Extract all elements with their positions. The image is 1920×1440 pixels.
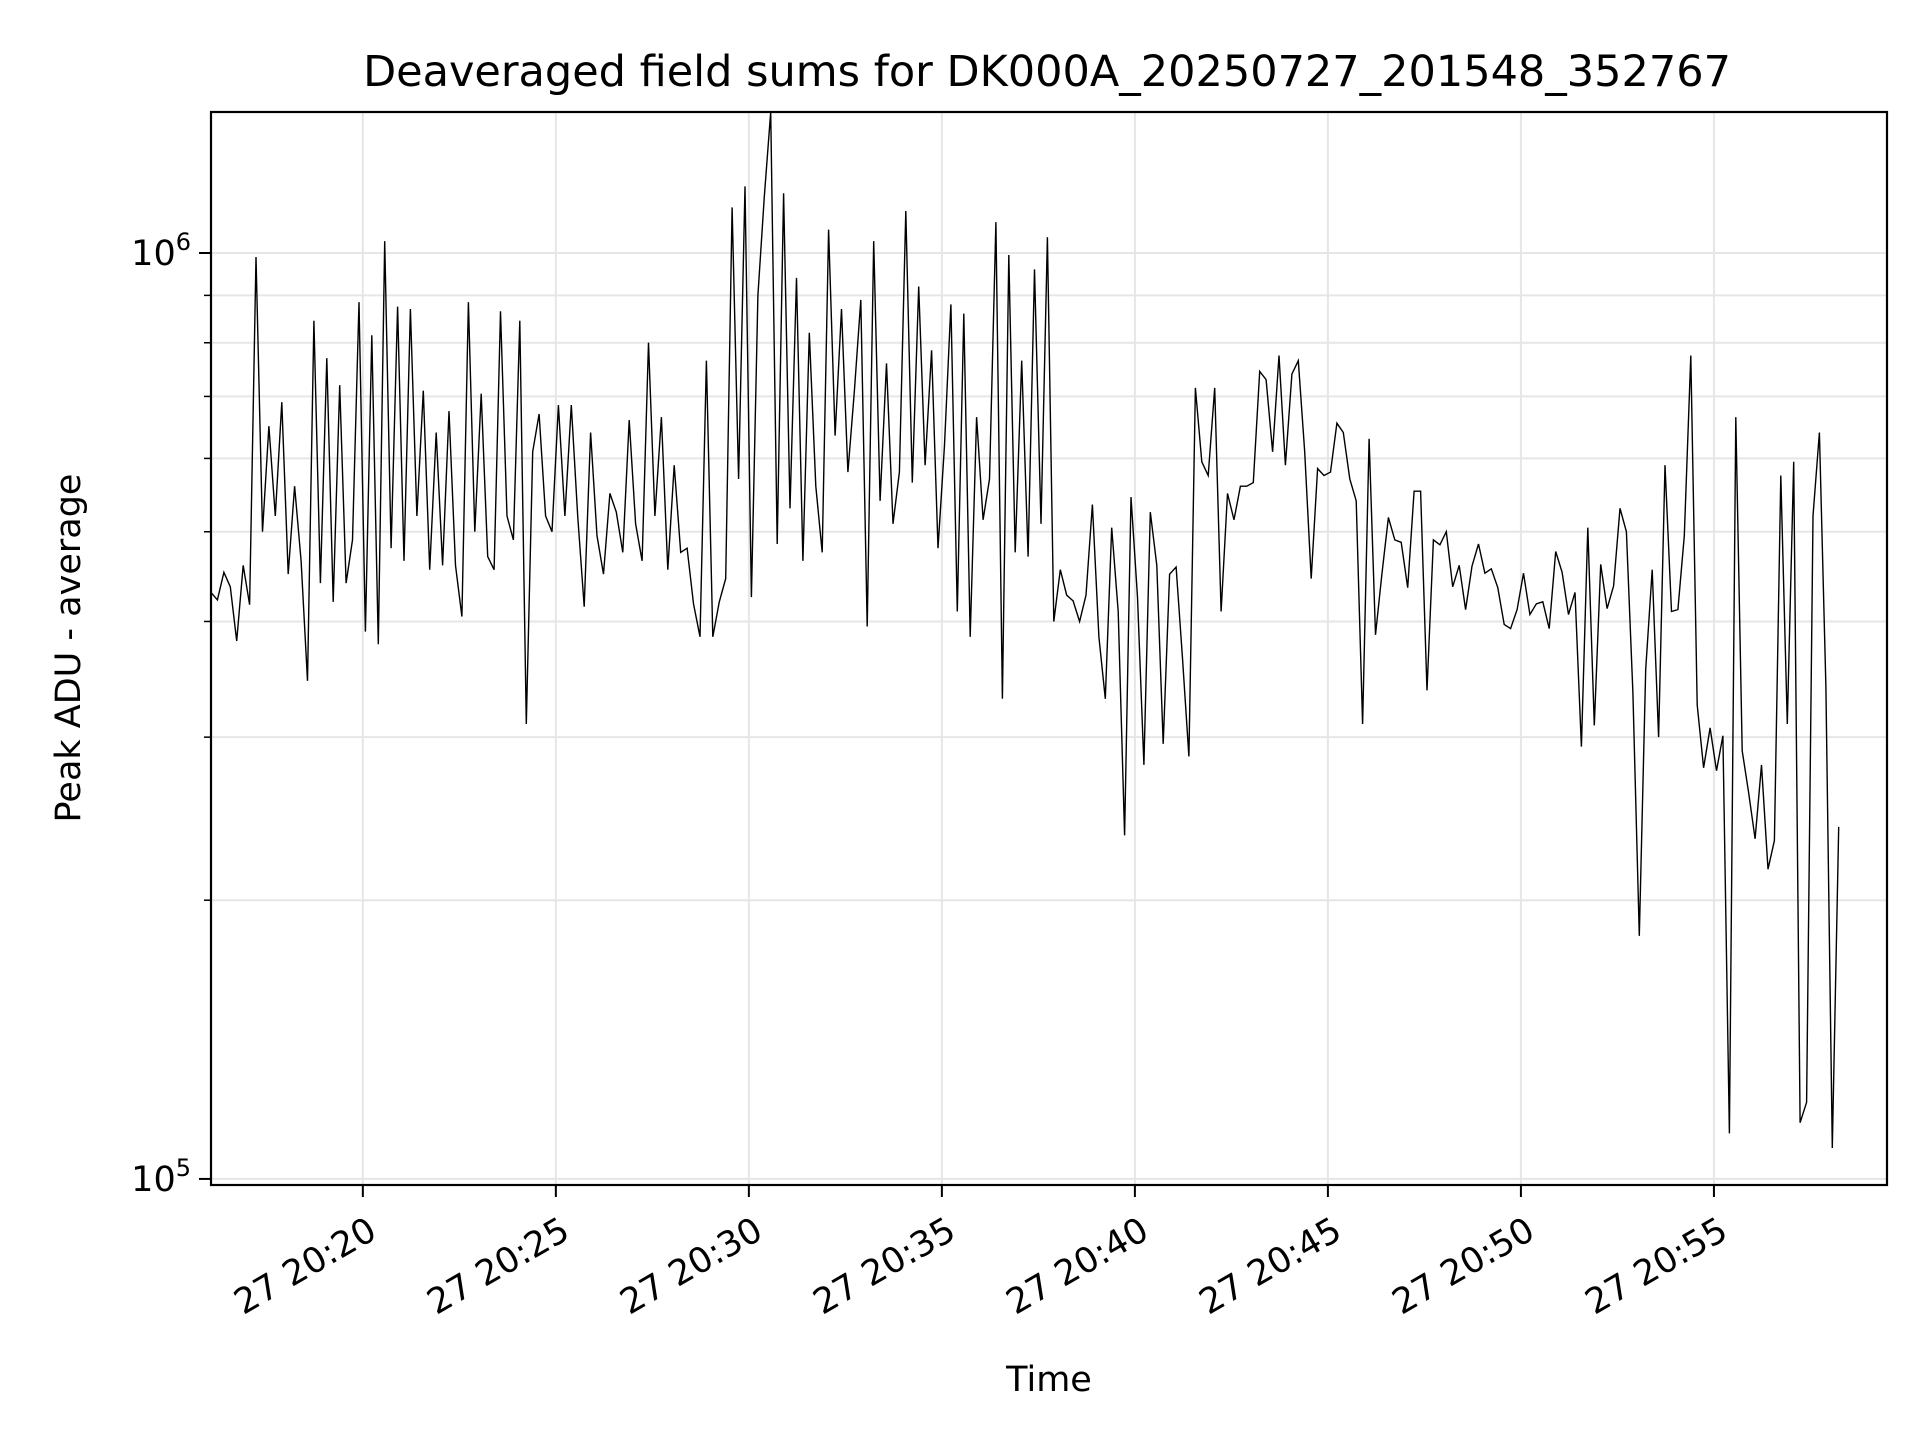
- series-line: [210, 111, 1840, 1149]
- x-tick-label: 27 20:20: [228, 1210, 384, 1323]
- y-tick-label: 105: [131, 1154, 191, 1200]
- y-tick-label: 106: [131, 228, 191, 274]
- x-tick-label: 27 20:45: [1193, 1210, 1349, 1323]
- chart-title: Deaveraged field sums for DK000A_2025072…: [363, 47, 1731, 97]
- y-axis-label: Peak ADU - average: [49, 474, 89, 823]
- x-tick-label: 27 20:55: [1579, 1210, 1735, 1323]
- plot-frame: [209, 110, 1889, 1187]
- x-axis: 27 20:20 27 20:25 27 20:30 27 20:35 27 20:40…: [228, 1185, 1735, 1323]
- x-tick-label: 27 20:40: [1000, 1210, 1156, 1323]
- x-tick-label: 27 20:30: [614, 1210, 770, 1323]
- x-tick-label: 27 20:35: [807, 1210, 963, 1323]
- x-axis-label: Time: [1005, 1360, 1092, 1400]
- y-axis: 105 106: [131, 228, 211, 1200]
- x-tick-label: 27 20:50: [1386, 1210, 1542, 1323]
- grid: [211, 112, 1887, 1185]
- x-tick-label: 27 20:25: [421, 1210, 577, 1323]
- series-line-group: [210, 111, 1840, 1149]
